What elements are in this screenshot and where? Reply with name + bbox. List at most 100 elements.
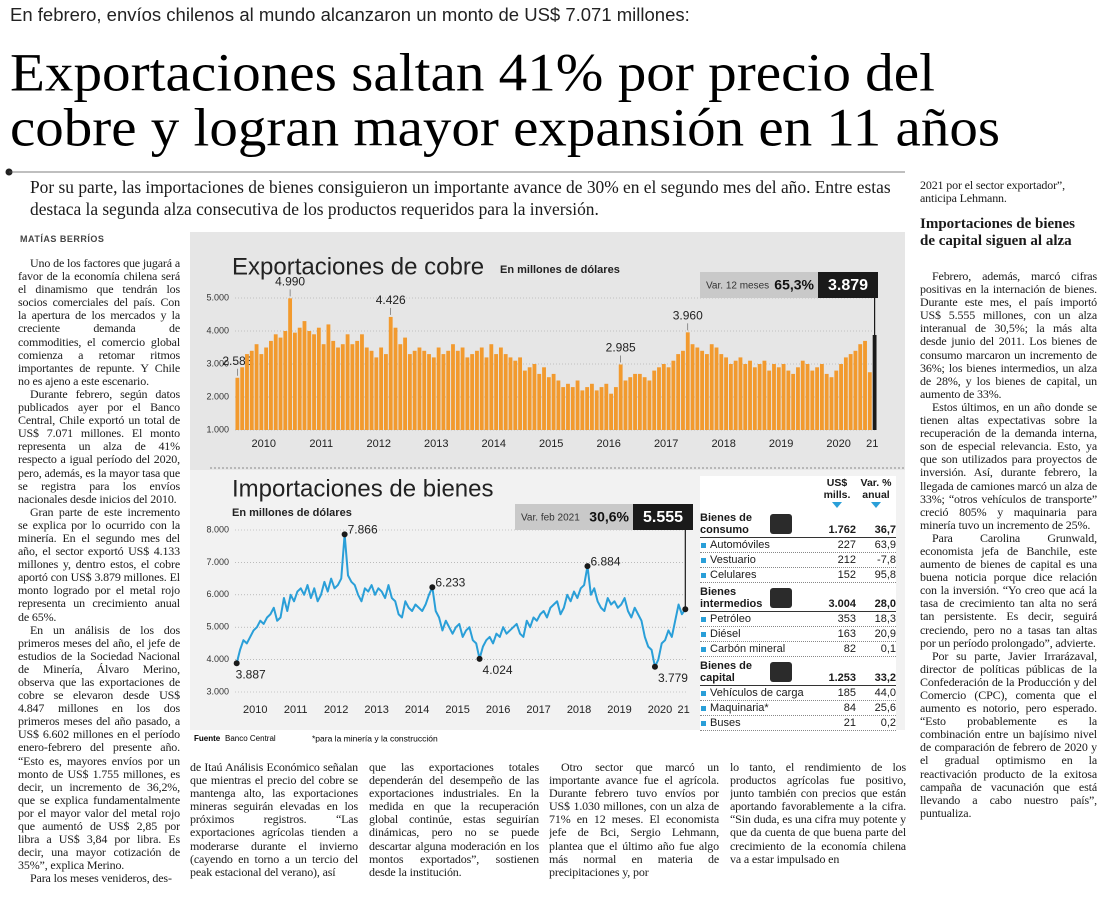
bar (355, 340, 360, 430)
bar (681, 350, 685, 430)
item-change: 63,9 (874, 539, 896, 551)
x-tick-label: 2014 (481, 438, 505, 450)
bar (249, 350, 254, 430)
item-value: 185 (837, 687, 856, 699)
x-tick-label: 21 (866, 438, 878, 450)
bar (546, 377, 551, 430)
paragraph: Estos últimos, en un año donde se tienen… (920, 399, 1097, 532)
group-icon (770, 514, 792, 534)
group-name: Bienes intermedios (700, 586, 763, 610)
value-label: 3.779 (658, 671, 688, 685)
bar (374, 357, 379, 430)
bar (872, 334, 877, 430)
bar (384, 354, 388, 430)
sidebar-column: Febrero, además, marcó cifras positivas … (920, 270, 1097, 885)
y-tick-label: 3.000 (206, 686, 229, 696)
paragraph: Otro sector que marcó un importante avan… (549, 761, 719, 879)
chart-subtitle: En millones de dólares (500, 264, 620, 276)
x-tick-label: 2020 (826, 438, 850, 450)
item-row: Buses 21 0,2 (700, 716, 896, 731)
group-name-cell: Bienes de consumo (700, 512, 818, 536)
bar (283, 331, 288, 430)
item-row: Automóviles 227 63,9 (700, 538, 896, 553)
value-label: 4.426 (376, 293, 406, 307)
bar (273, 334, 278, 430)
paragraph: Para Carolina Grunwald, economista jefa … (920, 530, 1097, 650)
value-label: 6.884 (590, 554, 620, 568)
paragraph: que las exportaciones totales dependerán… (369, 761, 539, 879)
bar (867, 372, 872, 430)
badge-label: Var. 12 meses (706, 281, 769, 292)
bar (321, 344, 326, 430)
sidebar-intro: 2021 por el sector exportador”, anticipa… (920, 179, 1097, 209)
bar (728, 364, 733, 430)
bar (350, 344, 355, 430)
bar (336, 347, 340, 430)
bar (800, 360, 805, 430)
bar (642, 377, 647, 430)
group-row: Bienes de consumo 1.762 36,7 (700, 509, 896, 538)
badge-label: Var. feb 2021 (521, 513, 580, 524)
bar (245, 354, 249, 430)
point (429, 584, 436, 591)
bar (441, 354, 446, 430)
bar (508, 357, 513, 430)
badge-change: 65,3% (774, 277, 814, 293)
x-tick-label: 2019 (769, 438, 793, 450)
point (233, 660, 240, 667)
group-change: 36,7 (874, 524, 896, 536)
item-row: Vestuario 212 -7,8 (700, 553, 896, 568)
bar (278, 337, 283, 430)
bar (863, 340, 867, 430)
x-tick-label: 2013 (424, 438, 448, 450)
sidebar-heading: Importaciones de bienes de capital sigue… (920, 216, 1075, 249)
item-value: 212 (837, 554, 856, 566)
header-cell: Var. % anual (856, 477, 896, 508)
paragraph: lo tanto, el rendimiento de los producto… (730, 761, 906, 866)
kicker: En febrero, envíos chilenos al mundo alc… (10, 4, 690, 25)
bar (369, 350, 374, 430)
bar (566, 383, 570, 430)
item-value: 227 (837, 539, 856, 551)
bar (470, 354, 475, 430)
bar (503, 354, 508, 430)
bar (752, 367, 757, 430)
paragraph: Para los meses venideros, des- (30, 871, 172, 885)
group-icon (770, 662, 792, 682)
bar (556, 380, 561, 430)
bar (676, 354, 681, 430)
bar (772, 364, 776, 430)
x-tick-label: 2019 (607, 704, 631, 716)
bar (407, 354, 412, 430)
bar (834, 370, 839, 430)
item-name: Buses (700, 717, 818, 729)
x-tick-label: 2020 (648, 704, 672, 716)
group-value: 1.762 (828, 524, 856, 536)
badge-value (633, 504, 693, 530)
value-label: 2.985 (606, 341, 636, 355)
chart-subtitle: En millones de dólares (232, 507, 352, 519)
group-row: Bienes de capital 1.253 33,2 (700, 657, 896, 686)
item-change: 20,9 (874, 628, 896, 640)
point (682, 606, 689, 613)
point (341, 531, 348, 538)
x-tick-label: 2018 (711, 438, 735, 450)
line (235, 533, 687, 668)
item-row: Celulares 152 95,8 (700, 568, 896, 583)
bar (292, 332, 297, 430)
bar (767, 370, 772, 430)
bar (762, 360, 767, 430)
item-row: Petróleo 353 18,3 (700, 612, 896, 627)
bar (733, 360, 738, 430)
bar (815, 367, 820, 430)
group-name: Bienes de consumo (700, 512, 752, 536)
item-value: 84 (843, 702, 856, 714)
bar (360, 334, 364, 430)
bar (460, 347, 465, 430)
paragraph: Uno de los factores que jugará a favor d… (18, 257, 180, 388)
y-tick-label: 1.000 (206, 424, 229, 434)
bar (599, 387, 604, 430)
bar (628, 377, 633, 430)
item-name: Vehículos de carga (700, 687, 818, 699)
